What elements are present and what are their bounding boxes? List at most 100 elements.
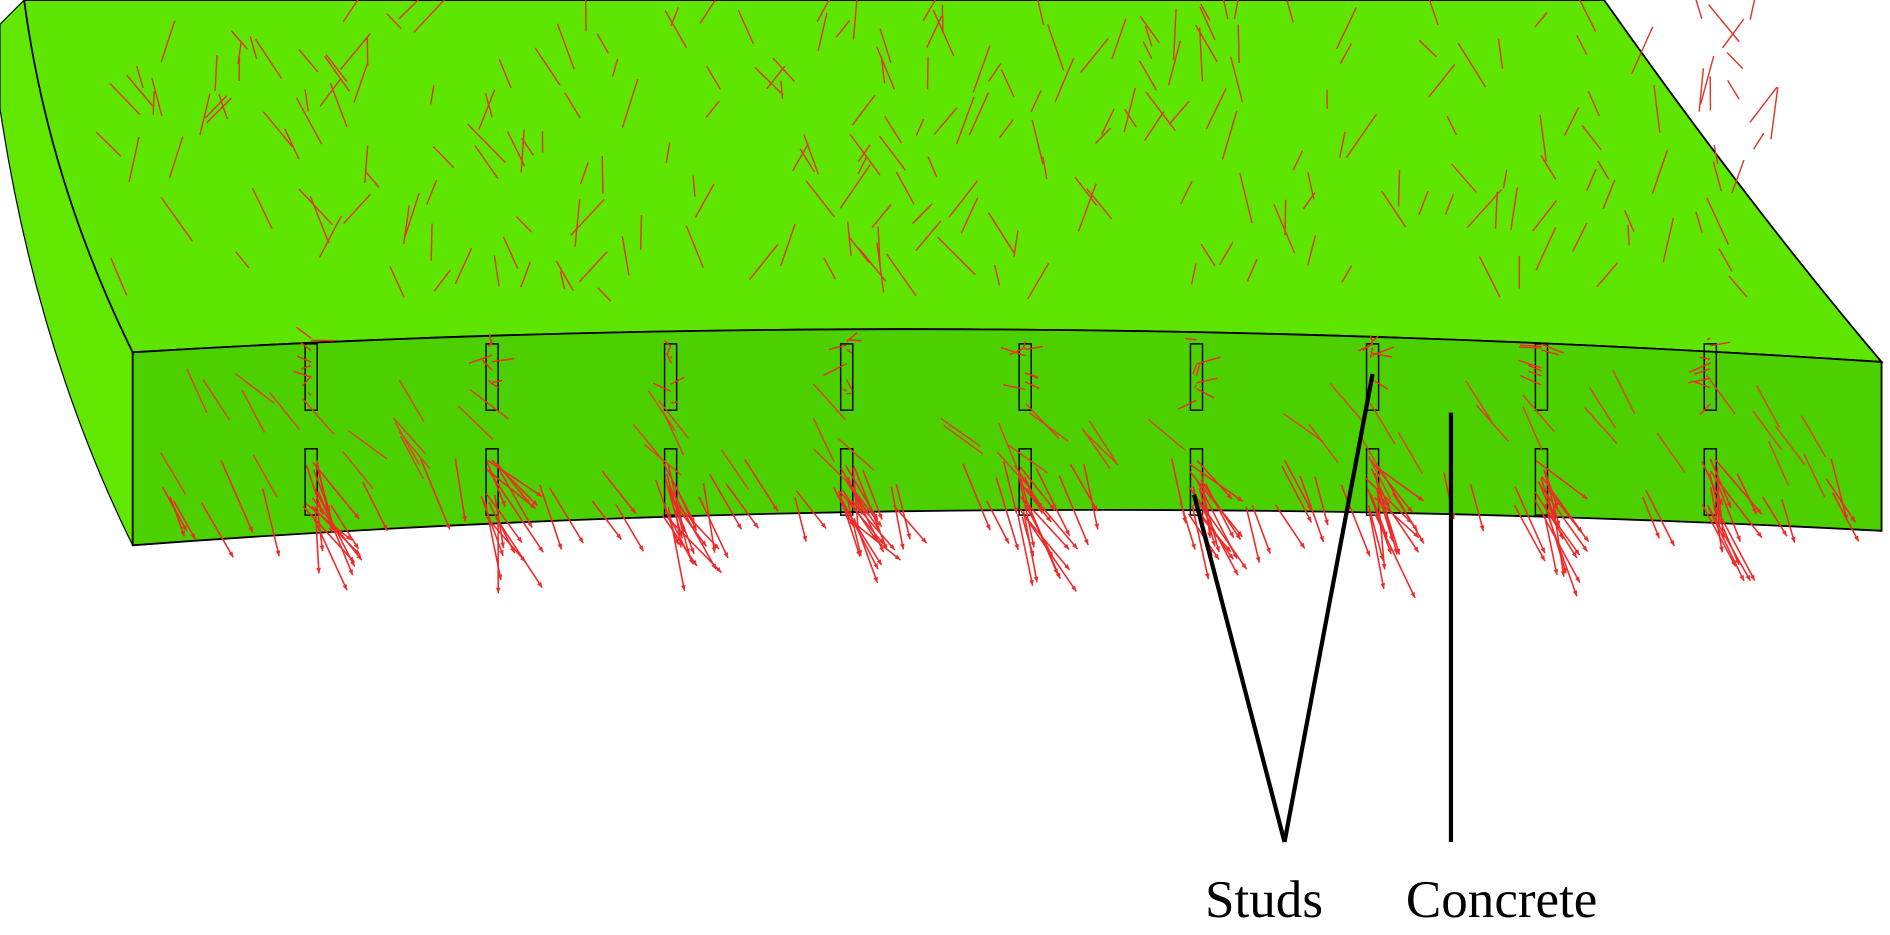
arrow: [1533, 498, 1581, 584]
arrow-head: [228, 551, 234, 558]
arrow-head: [1211, 540, 1216, 547]
arrow-head: [689, 547, 695, 554]
arrow-head: [1266, 547, 1271, 554]
stress-line: [1539, 114, 1547, 162]
arrow-head: [1025, 505, 1031, 512]
stress-line: [1478, 256, 1501, 298]
arrow: [1083, 464, 1099, 530]
stress-line: [1193, 384, 1198, 389]
stress-line: [389, 266, 405, 298]
stress-line: [1695, 211, 1703, 233]
stress-line: [652, 382, 671, 392]
stress-line: [353, 63, 369, 103]
stress-line: [488, 339, 493, 348]
arrow-head: [1410, 591, 1416, 598]
stress-line: [430, 223, 433, 261]
arrow: [853, 465, 888, 551]
stress-line: [1205, 88, 1227, 130]
stress-line: [1022, 340, 1026, 349]
stress-line: [1273, 204, 1296, 254]
stress-line: [474, 145, 499, 179]
arrow-head: [772, 505, 778, 512]
arrow-head: [736, 523, 742, 530]
stress-line: [1803, 453, 1826, 498]
stress-line: [160, 196, 194, 242]
arrow: [847, 476, 863, 515]
arrow-head: [691, 560, 697, 566]
arrow-head: [1213, 553, 1219, 560]
stress-line: [1466, 189, 1503, 229]
stress-line: [564, 92, 581, 119]
stress-line: [301, 364, 312, 370]
arrow: [709, 473, 743, 530]
arrow-head: [1558, 533, 1563, 540]
arrow-head: [1577, 526, 1583, 533]
stress-line: [1397, 431, 1424, 475]
stress-line: [1494, 191, 1498, 229]
arrow: [1274, 504, 1306, 550]
arrow-head: [356, 554, 362, 561]
stress-line: [895, 171, 915, 205]
stress-line: [1190, 263, 1197, 285]
arrow-head: [1381, 563, 1387, 570]
stress-line: [1540, 154, 1557, 181]
stress-line: [817, 12, 828, 51]
arrow-head: [1854, 535, 1859, 542]
arrow-head: [877, 513, 883, 520]
arrow: [498, 469, 533, 528]
arrow: [744, 459, 779, 512]
stress-line: [1284, 199, 1287, 236]
stress-line: [235, 251, 250, 269]
arrow-head: [348, 569, 353, 576]
stress-line: [669, 355, 673, 359]
arrow: [1374, 496, 1420, 539]
arrow-head: [906, 533, 912, 540]
arrow: [548, 487, 585, 544]
stress-line: [1465, 380, 1493, 423]
arrow: [1513, 504, 1546, 562]
arrow: [986, 500, 1010, 544]
stress-line: [1612, 370, 1636, 414]
stress-line: [1083, 430, 1119, 466]
arrow-head: [1581, 493, 1588, 500]
stress-line: [555, 260, 574, 291]
stress-line: [1541, 349, 1559, 356]
arrow: [838, 493, 879, 570]
stress-line: [1520, 344, 1542, 348]
arrow-head: [1756, 508, 1762, 515]
stress-line: [1042, 156, 1048, 180]
concrete-label: Concrete: [1406, 871, 1597, 929]
arrow-head: [495, 587, 501, 594]
arrow: [1196, 480, 1238, 560]
stress-line: [343, 193, 371, 224]
arrow: [839, 491, 885, 545]
arrow: [1188, 486, 1248, 570]
arrow-head: [1669, 539, 1675, 546]
stress-line: [325, 53, 348, 83]
arrow: [1537, 481, 1589, 553]
arrow: [1707, 507, 1745, 582]
arrow: [1299, 475, 1325, 543]
stress-line: [1088, 420, 1117, 462]
arrow: [1019, 481, 1052, 523]
stress-line: [1123, 87, 1136, 133]
stress-line: [879, 28, 892, 63]
stress-line: [578, 251, 608, 283]
stress-line: [813, 448, 849, 484]
stress-line: [766, 65, 786, 90]
stress-line: [254, 38, 283, 79]
arrow: [1736, 473, 1758, 515]
stress-line: [1196, 356, 1221, 365]
stress-line: [1372, 352, 1392, 358]
stress-line: [1192, 364, 1198, 375]
arrow-head: [557, 543, 562, 550]
leader-line: [1282, 373, 1375, 843]
arrow-head: [510, 547, 515, 554]
stress-line: [1372, 379, 1389, 390]
stress-line: [846, 348, 853, 354]
stress-line: [1576, 34, 1588, 56]
stress-line: [1699, 403, 1711, 416]
arrow-head: [876, 559, 882, 566]
stress-line: [1597, 160, 1610, 180]
stress-line: [932, 9, 955, 57]
